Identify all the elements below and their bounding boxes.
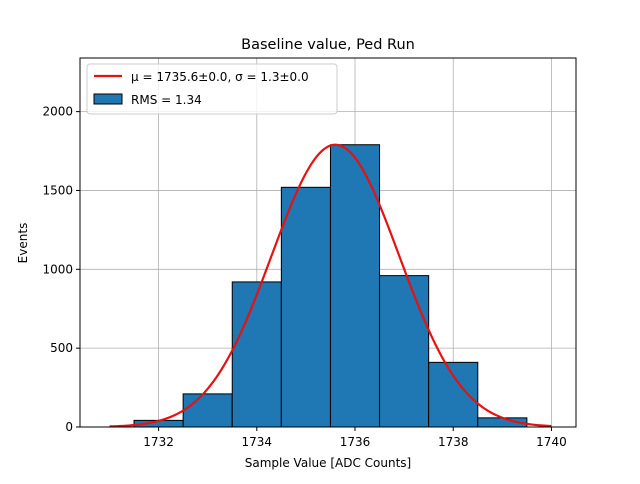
histogram-bar [182, 393, 233, 428]
histogram-bar [379, 275, 430, 428]
y-tick-label: 500 [50, 341, 73, 355]
x-tick-label: 1732 [143, 435, 174, 449]
legend-rms-swatch [93, 93, 123, 105]
chart-title: Baseline value, Ped Run [241, 37, 415, 53]
legend-sigma-label: σ = 1.3±0.0 [235, 70, 309, 84]
y-axis: 0 500 1000 1500 2000 [42, 105, 80, 434]
fit-curve [109, 143, 552, 428]
plot-frame [79, 57, 577, 428]
histogram-bar [280, 186, 331, 428]
legend-fit-label: μ = 1735.6±0.0, σ = 1.3±0.0 [131, 70, 309, 84]
legend-mu-label: μ = 1735.6±0.0 [131, 70, 227, 84]
y-axis-label: Events [16, 223, 30, 264]
y-tick-label: 1000 [42, 262, 73, 276]
x-axis-label: Sample Value [ADC Counts] [245, 456, 411, 470]
histogram-bar [329, 144, 381, 428]
y-tick-label: 2000 [42, 105, 73, 119]
legend: μ = 1735.6±0.0, σ = 1.3±0.0 RMS = 1.34 [86, 63, 338, 115]
histogram-bar [428, 361, 479, 428]
x-tick-label: 1734 [242, 435, 273, 449]
histogram-bar [231, 281, 282, 428]
y-tick-label: 0 [65, 420, 73, 434]
legend-rms-label: RMS = 1.34 [131, 93, 202, 107]
gaussian-fit [109, 143, 552, 428]
legend-separator: , [227, 70, 235, 84]
y-tick-label: 1500 [42, 183, 73, 197]
x-axis: 1732 1734 1736 1738 1740 [143, 427, 567, 449]
legend-frame [86, 63, 338, 115]
x-tick-label: 1738 [438, 435, 469, 449]
x-tick-label: 1736 [340, 435, 371, 449]
x-tick-label: 1740 [536, 435, 567, 449]
